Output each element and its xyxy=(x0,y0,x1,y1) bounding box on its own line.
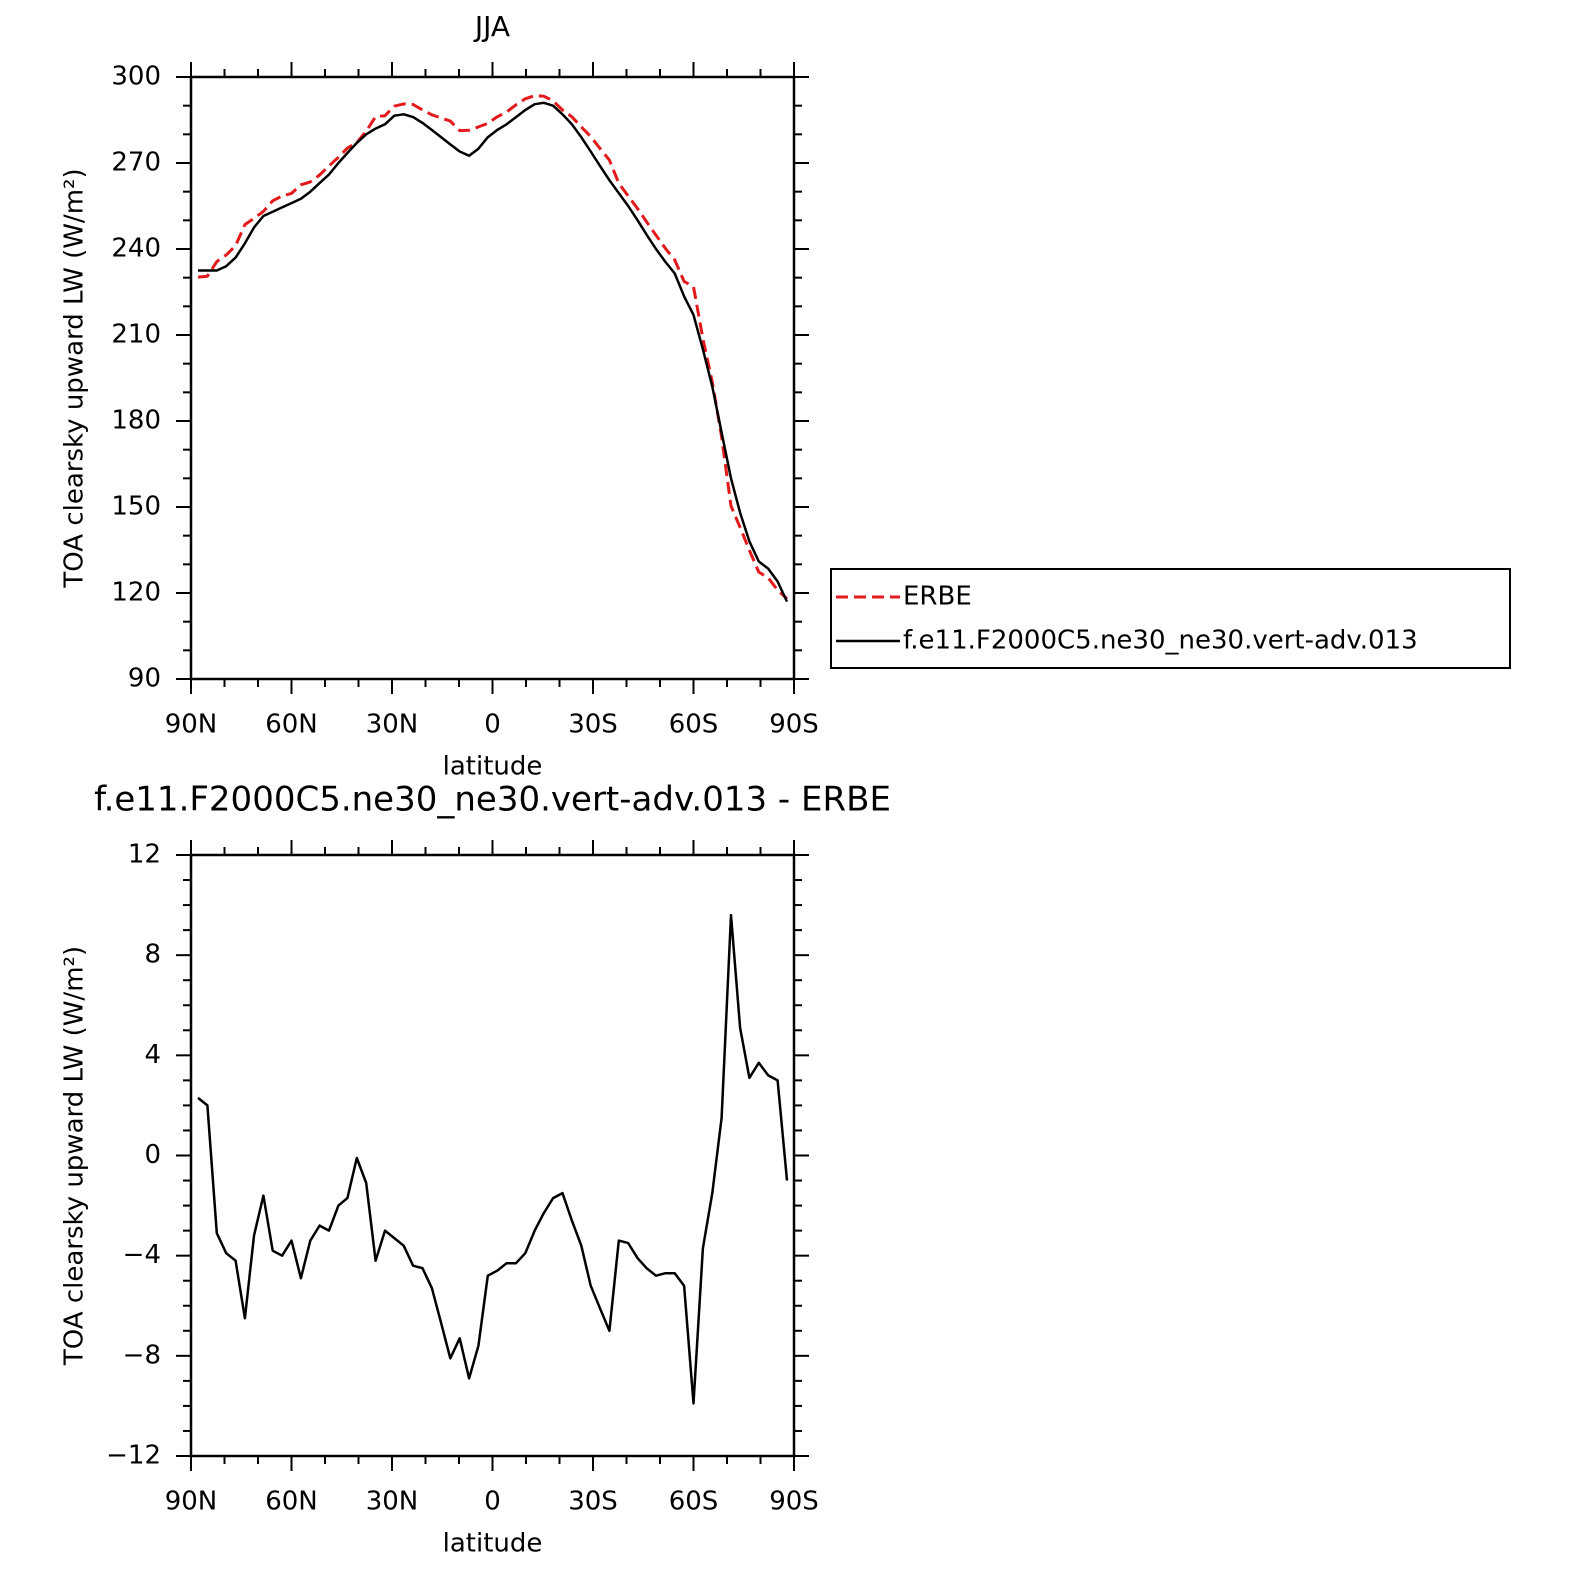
y-axis-label: TOA clearsky upward LW (W/m²) xyxy=(60,946,90,1366)
data-line xyxy=(198,101,789,603)
y-tick-label: 4 xyxy=(144,1040,161,1070)
chart-title: f.e11.F2000C5.ne30_ne30.vert-adv.013 - E… xyxy=(94,780,891,820)
y-tick-label: 150 xyxy=(111,492,161,522)
y-tick-label: −12 xyxy=(106,1441,161,1471)
legend-label: f.e11.F2000C5.ne30_ne30.vert-adv.013 xyxy=(903,626,1418,656)
x-tick-label: 60S xyxy=(669,710,719,740)
x-tick-label: 30S xyxy=(568,710,618,740)
y-tick-label: 300 xyxy=(111,62,161,92)
x-tick-label: 60S xyxy=(669,1487,719,1517)
x-tick-label: 0 xyxy=(484,1487,501,1517)
data-line xyxy=(197,913,789,1405)
data-line xyxy=(197,94,789,600)
y-tick-label: 240 xyxy=(111,234,161,264)
y-tick-label: 270 xyxy=(111,148,161,178)
x-tick-label: 60N xyxy=(265,1487,318,1517)
x-tick-label: 0 xyxy=(484,710,501,740)
y-tick-label: 90 xyxy=(128,664,161,694)
y-tick-label: 0 xyxy=(144,1140,161,1170)
x-axis-label: latitude xyxy=(443,1529,543,1559)
x-tick-label: 30N xyxy=(366,710,419,740)
x-tick-label: 90N xyxy=(165,1487,218,1517)
y-tick-label: 12 xyxy=(128,840,161,870)
y-axis-label: TOA clearsky upward LW (W/m²) xyxy=(60,168,90,588)
chart-title: JJA xyxy=(473,10,510,43)
y-tick-label: 180 xyxy=(111,406,161,436)
x-tick-label: 90N xyxy=(165,710,218,740)
x-tick-label: 30N xyxy=(366,1487,419,1517)
y-tick-label: 8 xyxy=(144,940,161,970)
x-tick-label: 90S xyxy=(769,710,819,740)
x-tick-label: 90S xyxy=(769,1487,819,1517)
x-tick-label: 60N xyxy=(265,710,318,740)
y-tick-label: −4 xyxy=(123,1240,161,1270)
y-tick-label: 210 xyxy=(111,320,161,350)
legend-box xyxy=(830,568,1511,669)
plot-frame xyxy=(189,75,796,681)
plot-frame xyxy=(189,853,796,1458)
y-tick-label: −8 xyxy=(123,1340,161,1370)
legend-label: ERBE xyxy=(903,582,972,612)
x-tick-label: 30S xyxy=(568,1487,618,1517)
x-axis-label: latitude xyxy=(443,752,543,782)
y-tick-label: 120 xyxy=(111,578,161,608)
